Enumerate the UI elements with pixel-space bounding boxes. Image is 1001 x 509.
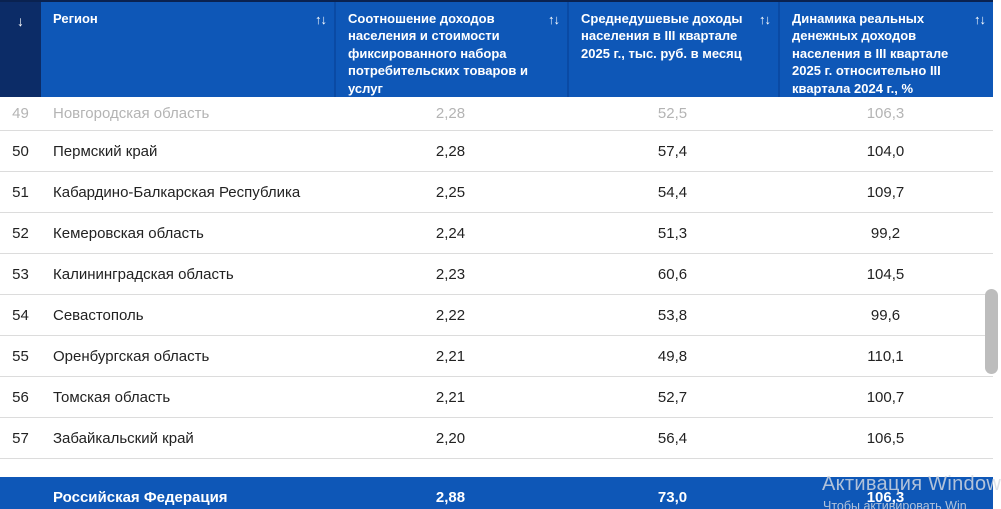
header-label-region: Регион [53,11,98,26]
row-rank: 53 [12,265,29,283]
row-ratio-value: 2,24 [435,224,466,242]
page-top-border [0,0,993,2]
table-row: 50 Пермский край 2,28 57,4 104,0 [0,131,993,172]
row-dynamics-value: 110,1 [867,347,904,365]
header-cell-region[interactable]: Регион ↑↓ [41,0,334,97]
row-region-name: Забайкальский край [53,429,194,447]
row-region-name: Томская область [53,388,171,406]
row-income-value: 52,7 [657,388,688,406]
row-income-value: 52,5 [657,105,688,122]
row-ratio-value: 2,25 [435,183,466,201]
row-rank: 49 [12,105,29,122]
summary-income-value: 73,0 [657,489,688,506]
vertical-scrollbar-thumb[interactable] [985,289,998,374]
row-income-value: 51,3 [657,224,688,242]
row-income-value: 49,8 [657,347,688,365]
summary-row-russian-federation: Российская Федерация 2,88 73,0 106,3 [0,477,993,509]
row-rank: 52 [12,224,29,242]
table-row: 57 Забайкальский край 2,20 56,4 106,5 [0,418,993,459]
row-income-value: 54,4 [657,183,688,201]
sort-toggle-icon[interactable]: ↑↓ [974,12,986,27]
row-dynamics-value: 109,7 [866,183,905,201]
row-ratio-value: 2,22 [435,306,466,324]
row-income-value: 60,6 [657,265,688,283]
row-dynamics-value: 99,6 [870,306,901,324]
row-ratio-value: 2,23 [435,265,466,283]
table-row: 55 Оренбургская область 2,21 49,8 110,1 [0,336,993,377]
row-rank: 50 [12,142,29,160]
header-cell-dynamics[interactable]: Динамика реальных денежных доходов насел… [778,0,993,97]
row-ratio-value: 2,21 [435,347,466,365]
summary-ratio-value: 2,88 [435,489,466,506]
row-region-name: Кабардино-Балкарская Республика [53,183,301,201]
row-rank: 57 [12,429,29,447]
table-row: 54 Севастополь 2,22 53,8 99,6 [0,295,993,336]
row-dynamics-value: 99,2 [870,224,901,242]
header-label-income: Среднедушевые доходы населения в III ква… [581,11,743,61]
header-cell-rank[interactable]: ↓ [0,0,41,97]
table-row: 49 Новгородская область 2,28 52,5 106,3 [0,97,993,131]
row-rank: 56 [12,388,29,406]
row-region-name: Пермский край [53,142,158,160]
table-row: 51 Кабардино-Балкарская Республика 2,25 … [0,172,993,213]
sort-toggle-icon[interactable]: ↑↓ [759,12,771,27]
row-region-name: Севастополь [53,306,144,324]
row-region-name: Кемеровская область [53,224,204,242]
row-rank: 55 [12,347,29,365]
header-label-ratio: Соотношение доходов населения и стоимост… [348,11,528,96]
row-dynamics-value: 104,0 [866,142,905,160]
header-label-dynamics: Динамика реальных денежных доходов насел… [792,11,949,96]
row-region-name: Оренбургская область [53,347,210,365]
row-dynamics-value: 100,7 [866,388,905,406]
row-income-value: 53,8 [657,306,688,324]
row-ratio-value: 2,20 [435,429,466,447]
summary-dynamics-value: 106,3 [866,489,905,506]
table-body: 49 Новгородская область 2,28 52,5 106,3 … [0,97,993,459]
row-rank: 51 [12,183,29,201]
header-cell-ratio[interactable]: Соотношение доходов населения и стоимост… [334,0,567,97]
row-region-name: Калининградская область [53,265,234,283]
regions-income-table: ↓ Регион ↑↓ Соотношение доходов населени… [0,0,993,459]
header-cell-income[interactable]: Среднедушевые доходы населения в III ква… [567,0,778,97]
row-ratio-value: 2,28 [435,142,466,160]
row-dynamics-value: 104,5 [866,265,905,283]
row-dynamics-value: 106,5 [866,429,905,447]
sort-toggle-icon[interactable]: ↑↓ [315,12,327,27]
row-region-name: Новгородская область [53,105,210,122]
table-row: 56 Томская область 2,21 52,7 100,7 [0,377,993,418]
row-income-value: 56,4 [657,429,688,447]
row-income-value: 57,4 [657,142,688,160]
sort-descending-icon[interactable]: ↓ [17,13,24,29]
row-ratio-value: 2,21 [435,388,466,406]
table-row: 52 Кемеровская область 2,24 51,3 99,2 [0,213,993,254]
table-header-row: ↓ Регион ↑↓ Соотношение доходов населени… [0,0,993,97]
row-rank: 54 [12,306,29,324]
sort-toggle-icon[interactable]: ↑↓ [548,12,560,27]
row-dynamics-value: 106,3 [866,105,905,122]
table-row: 53 Калининградская область 2,23 60,6 104… [0,254,993,295]
row-ratio-value: 2,28 [435,105,466,122]
summary-region-name: Российская Федерация [53,489,228,506]
